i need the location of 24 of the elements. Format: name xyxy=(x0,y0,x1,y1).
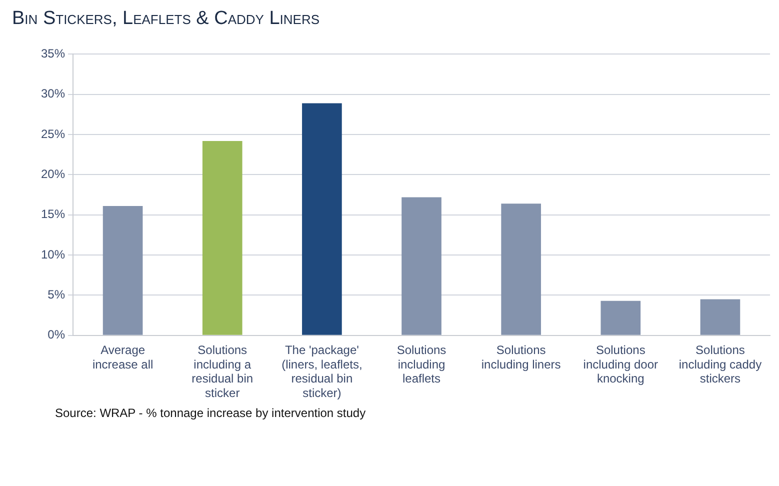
y-tick-label: 25% xyxy=(40,126,66,141)
y-tick-label: 20% xyxy=(40,167,66,182)
bar xyxy=(102,206,143,335)
bar xyxy=(202,140,242,335)
y-tick-label: 0% xyxy=(48,328,66,342)
bar xyxy=(402,197,442,335)
x-tick-label: Solutions including door knocking xyxy=(583,342,658,386)
x-tick-label: Solutions including liners xyxy=(481,342,561,372)
x-tick-label: Solutions including caddy stickers xyxy=(678,342,762,386)
x-tick-label: Solutions including a residual bin sticker xyxy=(192,342,254,400)
y-tick-label: 35% xyxy=(40,46,66,61)
bar xyxy=(600,300,641,335)
chart-title: Bin Stickers, Leaflets & Caddy Liners xyxy=(11,8,321,31)
x-tick-label: Solutions including leaflets xyxy=(396,342,446,386)
bar xyxy=(302,103,342,335)
source-note: Source: WRAP - % tonnage increase by intervention study xyxy=(55,406,367,420)
y-tick-label: 30% xyxy=(40,86,66,101)
y-tick-label: 10% xyxy=(40,247,66,262)
bar xyxy=(700,299,740,335)
bar xyxy=(501,204,541,335)
y-tick-label: 5% xyxy=(48,288,66,302)
y-tick-label: 15% xyxy=(40,207,66,222)
x-tick-label: Average increase all xyxy=(92,342,154,372)
x-tick-label: The 'package' (liners, leaflets, residual bin sticker) xyxy=(282,342,362,400)
